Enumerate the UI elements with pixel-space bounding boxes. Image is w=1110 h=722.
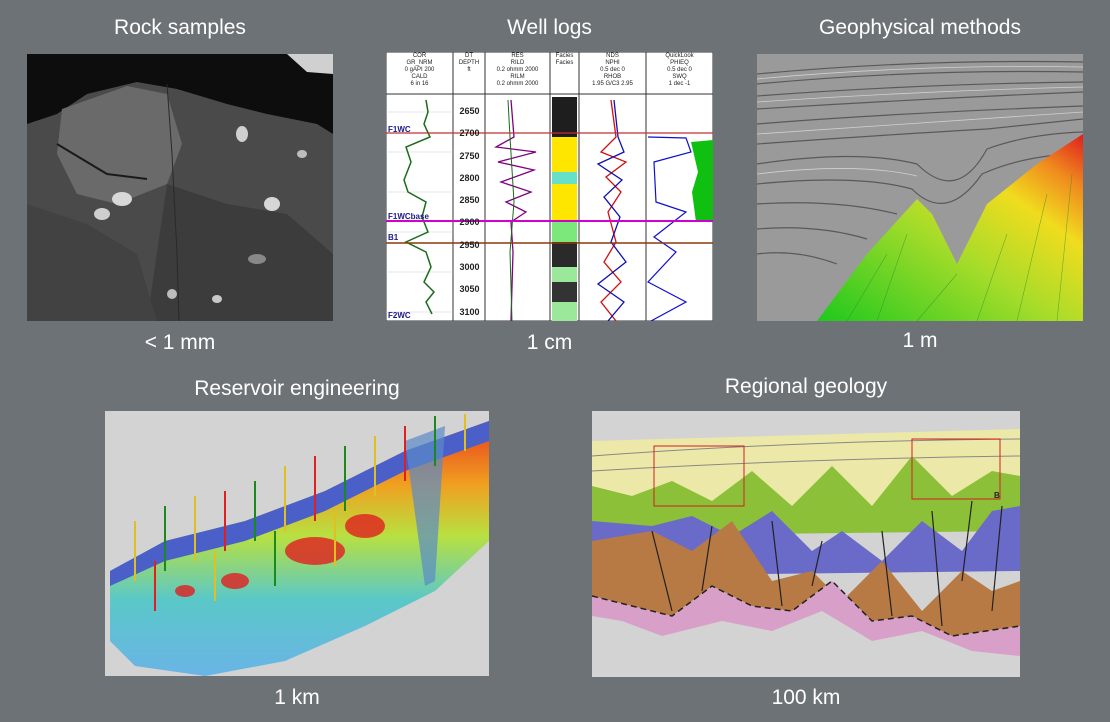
well-log-units-phieq: 0.5 dec 0 [667, 67, 692, 73]
depth-label: 3000 [459, 262, 480, 273]
geophysical-methods-scale: 1 m [902, 329, 938, 352]
rock-samples-title: Rock samples [114, 16, 246, 39]
depth-label: 3100 [459, 306, 480, 317]
regional-geology-title: Regional geology [724, 375, 888, 398]
marker-b1: B1 [388, 233, 399, 242]
reservoir-engineering-scale: 1 km [274, 686, 320, 709]
regional-geology-box-label: B [994, 491, 1000, 500]
well-log-header-facies: Facies [555, 53, 574, 59]
well-log-subheader-gr: GR_NRM [406, 60, 433, 66]
marker-f1wcbase: F1WCbase [388, 212, 429, 221]
well-log-units-nphi: 0.5 dec 0 [600, 67, 625, 73]
well-log-units2-rilm: 0.2 ohmm 2000 [496, 81, 539, 87]
well-log-subheader2-rhob: RHOB [603, 74, 622, 80]
well-log-units-rild: 0.2 ohmm 2000 [496, 67, 539, 73]
marker-f2wc: F2WC [388, 311, 411, 320]
depth-label: 2850 [459, 195, 480, 206]
depth-label: 2700 [459, 128, 480, 139]
well-log-subheader-phieq: PHIEQ [670, 60, 689, 66]
well-log-header-cor: COR [412, 53, 427, 59]
well-log-units2-cald: 6 in 16 [410, 81, 429, 87]
well-log-units2-facies [550, 81, 579, 87]
well-log-header-nds: NDS [606, 53, 619, 59]
well-log-header-dt: DT [465, 53, 473, 59]
well-log-subheader-depth: DEPTH [458, 60, 480, 66]
well-log-subheader2-rilm: RILM [510, 74, 525, 80]
marker-f1wc: F1WC [388, 125, 411, 134]
regional-geology-scale: 100 km [771, 686, 841, 709]
rock-sample-image [27, 54, 333, 321]
well-log-subheader2-depth [453, 74, 485, 80]
well-log-subheader-rild: RILD [510, 60, 525, 66]
well-log-units-facies [550, 67, 579, 73]
well-log-units2-depth [453, 81, 485, 87]
well-log-units2-rhob: 1.95 G/C3 2.95 [592, 81, 633, 87]
well-log-header-res: RES [511, 53, 524, 59]
geophysical-methods-title: Geophysical methods [819, 16, 1021, 39]
depth-label: 3050 [459, 284, 480, 295]
depth-label: 2950 [459, 239, 480, 250]
well-logs-scale: 1 cm [526, 331, 573, 354]
well-log-subheader2-swq: SWQ [672, 74, 687, 80]
seismic-image [757, 54, 1083, 321]
rock-samples-scale: < 1 mm [144, 331, 216, 354]
regional-geology-cross-section: B [592, 411, 1020, 677]
well-logs-title: Well logs [507, 16, 592, 39]
depth-label: 2750 [459, 150, 480, 161]
well-log-subheader2-facies [550, 74, 579, 80]
well-log-units-depth: ft [467, 67, 471, 73]
depth-label: 2800 [459, 172, 480, 183]
well-log-subheader-nphi: NPHI [605, 60, 620, 66]
well-log-subheader2-cald: CALD [411, 74, 428, 80]
reservoir-model-image [105, 411, 489, 676]
depth-label: 2650 [459, 106, 480, 116]
well-log-header-quicklook: QuickLook [665, 53, 694, 59]
well-log-subheader-facies: Facies [555, 60, 574, 66]
well-log-units-gr: 0 gAPI 200 [404, 67, 435, 73]
reservoir-engineering-title: Reservoir engineering [194, 377, 400, 400]
well-log-chart: COR DT RES Facies NDS QuickLook GR_NRM D… [386, 52, 713, 321]
well-log-units2-swq: 1 dec -1 [668, 81, 691, 87]
depth-label: 2900 [459, 217, 480, 228]
